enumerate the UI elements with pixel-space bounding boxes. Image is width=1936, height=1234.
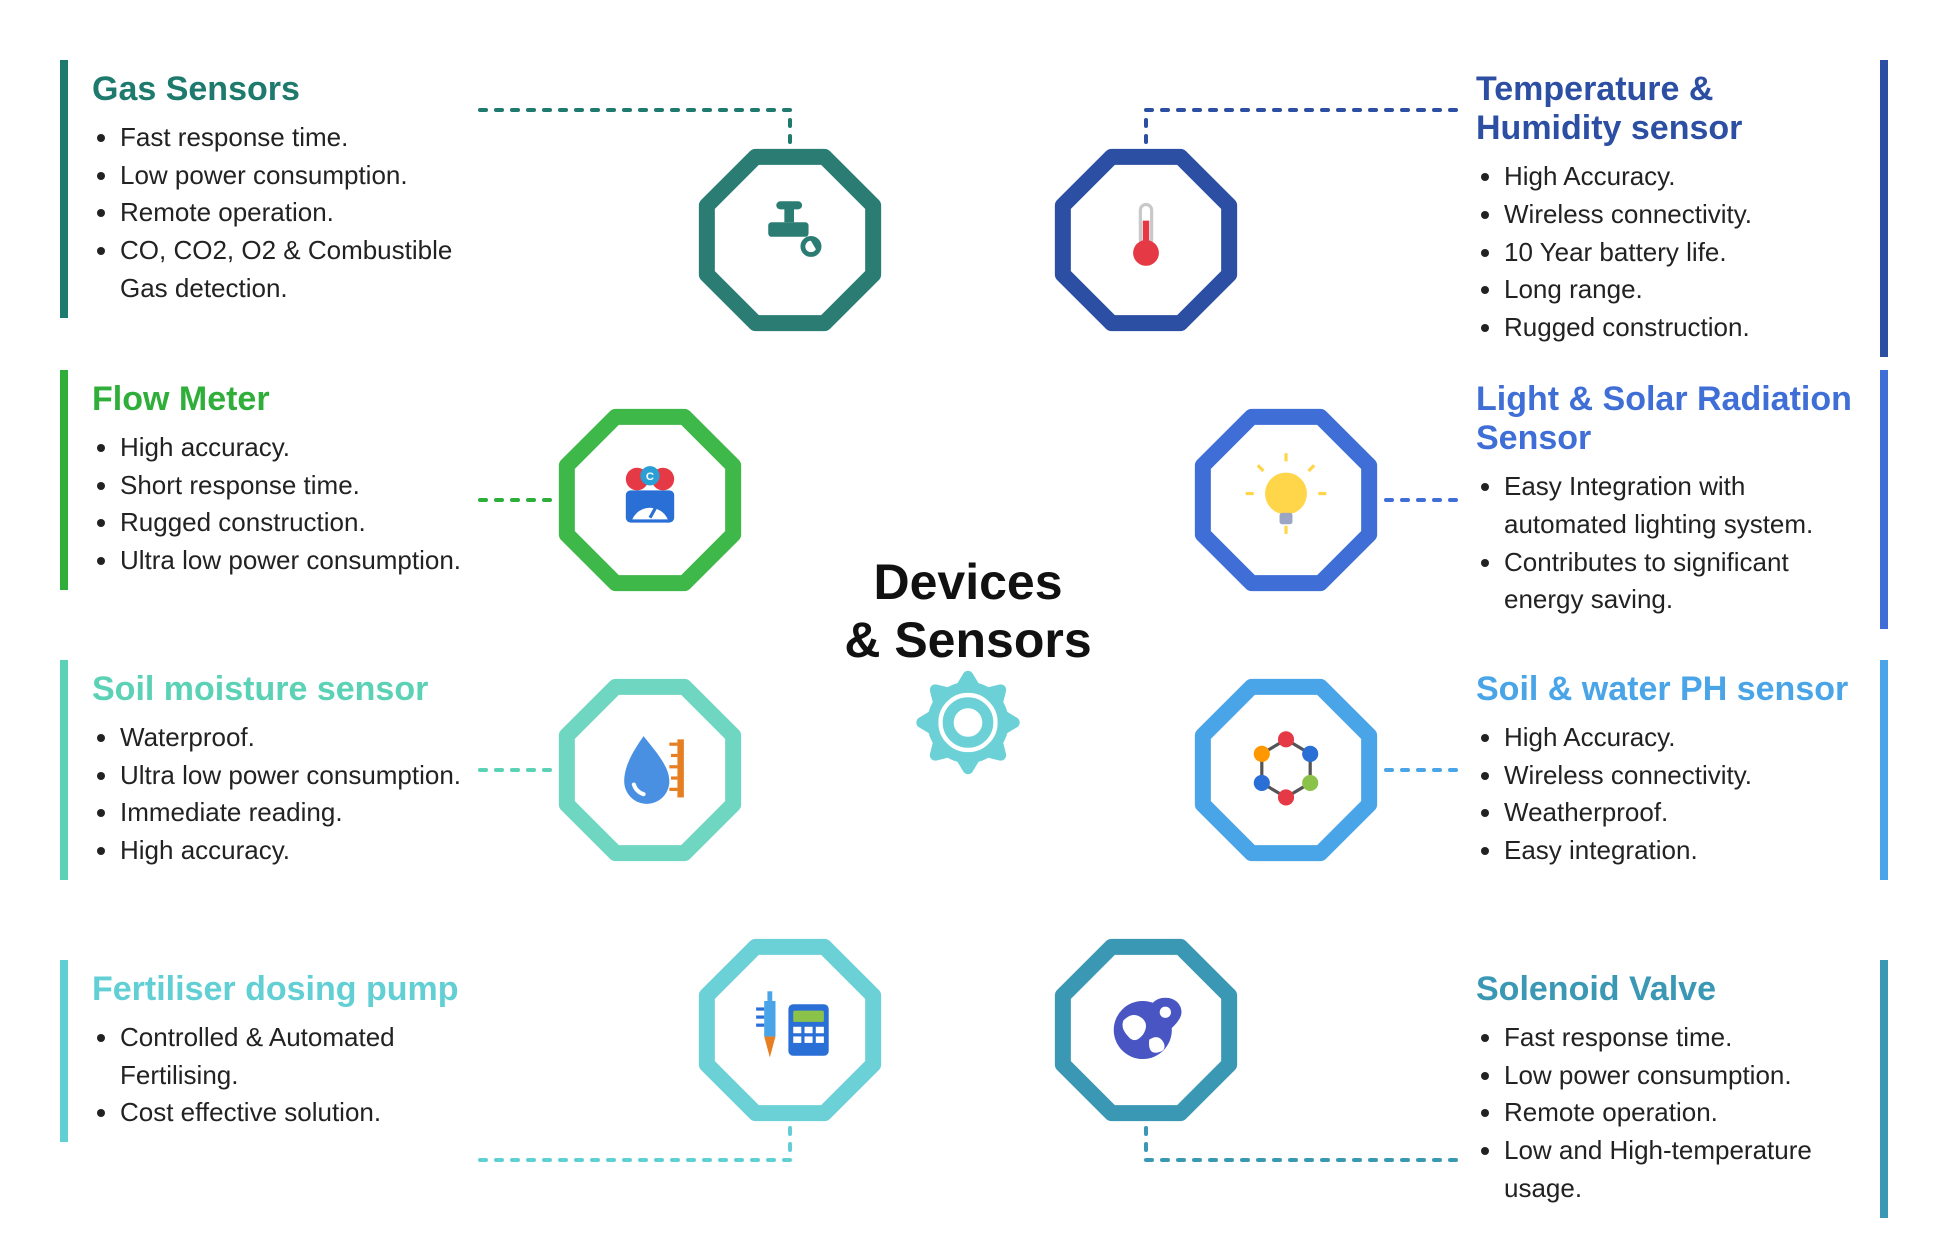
bullet: Easy Integration with automated lighting… — [1504, 468, 1856, 543]
feature-title-soilm: Soil moisture sensor — [92, 670, 472, 709]
feature-bullets-soilm: Waterproof.Ultra low power consumption.I… — [92, 719, 472, 870]
octagon-valve — [1046, 930, 1246, 1130]
octagon-flow: C — [550, 400, 750, 600]
bullet: 10 Year battery life. — [1504, 234, 1856, 272]
feature-bullets-temp: High Accuracy.Wireless connectivity.10 Y… — [1476, 158, 1856, 346]
feature-box-gas: Gas Sensors Fast response time.Low power … — [60, 60, 492, 318]
bullet: Short response time. — [120, 467, 472, 505]
feature-bullets-light: Easy Integration with automated lighting… — [1476, 468, 1856, 619]
bullet: Easy integration. — [1504, 832, 1856, 870]
bullet: Low power consumption. — [1504, 1057, 1856, 1095]
bulb-icon — [1236, 450, 1336, 550]
feature-box-valve: Solenoid Valve Fast response time.Low pow… — [1456, 960, 1888, 1218]
infographic-devices-sensors: { "layout":{ "page_w":1936,"page_h":1234… — [0, 0, 1936, 1234]
molecule-icon — [1236, 720, 1336, 820]
feature-box-light: Light & Solar Radiation Sensor Easy Integ… — [1456, 370, 1888, 629]
bullet: CO, CO2, O2 & Combustible Gas detection. — [120, 232, 472, 307]
bullet: High accuracy. — [120, 832, 472, 870]
bullet: Waterproof. — [120, 719, 472, 757]
bullet: Low power consumption. — [120, 157, 472, 195]
feature-box-soilm: Soil moisture sensor Waterproof.Ultra low… — [60, 660, 492, 880]
bullet: Remote operation. — [120, 194, 472, 232]
feature-title-fert: Fertiliser dosing pump — [92, 970, 472, 1009]
feature-bullets-valve: Fast response time.Low power consumption… — [1476, 1019, 1856, 1207]
center-title-line2: & Sensors — [844, 611, 1091, 667]
bullet: Immediate reading. — [120, 794, 472, 832]
octagon-light — [1186, 400, 1386, 600]
bullet: Wireless connectivity. — [1504, 757, 1856, 795]
bullet: Rugged construction. — [1504, 309, 1856, 347]
bullet: Fast response time. — [1504, 1019, 1856, 1057]
octagon-temp — [1046, 140, 1246, 340]
bullet: Remote operation. — [1504, 1094, 1856, 1132]
bullet: Cost effective solution. — [120, 1094, 472, 1132]
feature-bullets-fert: Controlled & Automated Fertilising.Cost … — [92, 1019, 472, 1132]
bullet: Ultra low power consumption. — [120, 542, 472, 580]
bullet: Long range. — [1504, 271, 1856, 309]
bullet: Low and High-temperature usage. — [1504, 1132, 1856, 1207]
feature-title-valve: Solenoid Valve — [1476, 970, 1856, 1009]
bullet: High Accuracy. — [1504, 719, 1856, 757]
octagon-gas — [690, 140, 890, 340]
feature-box-flow: Flow Meter High accuracy.Short response t… — [60, 370, 492, 590]
feature-bullets-flow: High accuracy.Short response time.Rugged… — [92, 429, 472, 580]
feature-bullets-gas: Fast response time.Low power consumption… — [92, 119, 472, 307]
feature-box-fert: Fertiliser dosing pump Controlled & Autom… — [60, 960, 492, 1142]
thermo-icon — [1096, 190, 1196, 290]
feature-title-gas: Gas Sensors — [92, 70, 472, 109]
faucet-icon — [740, 190, 840, 290]
bullet: Controlled & Automated Fertilising. — [120, 1019, 472, 1094]
bullet: Weatherproof. — [1504, 794, 1856, 832]
feature-title-temp: Temperature & Humidity sensor — [1476, 70, 1856, 148]
octagon-ph — [1186, 670, 1386, 870]
drop-icon — [600, 720, 700, 820]
globe-icon — [1096, 980, 1196, 1080]
bullet: High Accuracy. — [1504, 158, 1856, 196]
gear-icon — [913, 667, 1023, 782]
bullet: Fast response time. — [120, 119, 472, 157]
svg-text:C: C — [646, 471, 654, 483]
meter-icon: C — [600, 450, 700, 550]
feature-title-light: Light & Solar Radiation Sensor — [1476, 380, 1856, 458]
feature-box-ph: Soil & water PH sensor High Accuracy.Wire… — [1456, 660, 1888, 880]
feature-title-ph: Soil & water PH sensor — [1476, 670, 1856, 709]
octagon-soilm — [550, 670, 750, 870]
center-title: Devices & Sensors — [844, 554, 1091, 669]
bullet: Rugged construction. — [120, 504, 472, 542]
bullet: Contributes to significant energy saving… — [1504, 544, 1856, 619]
center-title-line1: Devices — [873, 554, 1062, 610]
bullet: High accuracy. — [120, 429, 472, 467]
doser-icon — [740, 980, 840, 1080]
feature-bullets-ph: High Accuracy.Wireless connectivity.Weat… — [1476, 719, 1856, 870]
bullet: Ultra low power consumption. — [120, 757, 472, 795]
octagon-fert — [690, 930, 890, 1130]
bullet: Wireless connectivity. — [1504, 196, 1856, 234]
feature-title-flow: Flow Meter — [92, 380, 472, 419]
feature-box-temp: Temperature & Humidity sensor High Accura… — [1456, 60, 1888, 357]
